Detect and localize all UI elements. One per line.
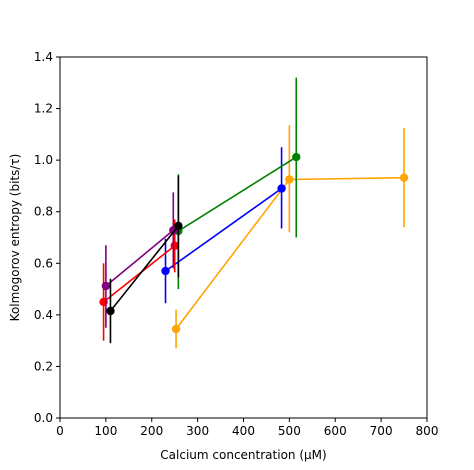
x-tick-label: 600 <box>324 424 347 438</box>
data-point <box>101 281 111 291</box>
data-point <box>174 221 183 231</box>
data-point <box>106 306 115 316</box>
y-axis-ticks: 0.0 0.2 0.4 0.6 0.8 1.0 1.2 1.4 <box>34 50 60 425</box>
x-tick-label: 0 <box>56 424 64 438</box>
x-tick-label: 800 <box>416 424 439 438</box>
y-axis-label: Kolmogorov entropy (bits/τ) <box>8 154 22 322</box>
y-tick-label: 0.0 <box>34 411 53 425</box>
y-tick-label: 1.4 <box>34 50 53 64</box>
x-tick-label: 500 <box>278 424 301 438</box>
data-point <box>171 324 181 334</box>
plot-frame <box>59 56 428 419</box>
x-tick-label: 700 <box>370 424 393 438</box>
series-line <box>177 156 297 232</box>
y-tick-label: 0.2 <box>34 359 53 373</box>
x-tick-label: 400 <box>232 424 255 438</box>
x-axis-label: Calcium concentration (μM) <box>160 448 326 462</box>
series-0 <box>171 125 409 349</box>
x-axis-ticks: 0 100 200 300 400 500 600 700 800 <box>56 418 438 438</box>
series-3 <box>99 219 179 341</box>
x-tick-label: 300 <box>186 424 209 438</box>
data-point <box>161 266 170 276</box>
data-point <box>399 173 409 182</box>
y-tick-label: 0.8 <box>34 205 53 219</box>
data-point <box>292 152 301 162</box>
series-line <box>105 229 174 287</box>
y-tick-label: 0.6 <box>34 256 53 270</box>
y-tick-label: 1.0 <box>34 153 53 167</box>
chart-marks <box>99 77 409 349</box>
x-tick-label: 100 <box>94 424 117 438</box>
series-line <box>109 225 179 312</box>
y-tick-label: 0.4 <box>34 308 53 322</box>
series-4 <box>101 192 178 328</box>
y-tick-label: 1.2 <box>34 102 53 116</box>
series-5 <box>106 175 183 344</box>
data-point <box>277 184 286 193</box>
data-point <box>285 175 294 184</box>
series-line <box>165 187 283 272</box>
x-tick-label: 200 <box>140 424 163 438</box>
series-1 <box>161 147 286 304</box>
